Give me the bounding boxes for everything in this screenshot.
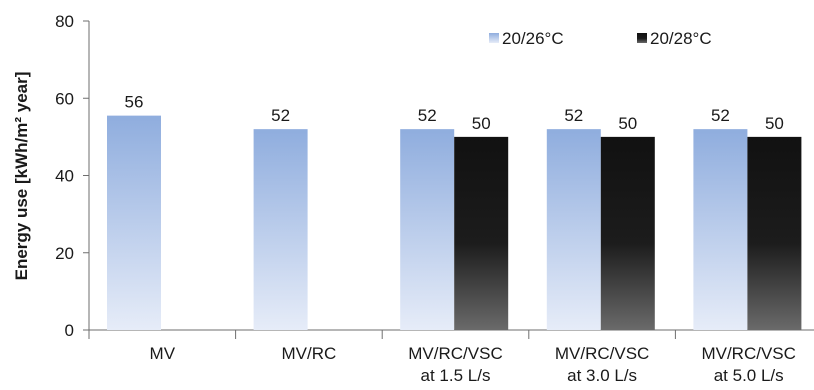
bar-series2-4 xyxy=(600,136,655,330)
bar-series1-2 xyxy=(253,129,308,330)
bar-series2-3 xyxy=(454,136,509,330)
y-tick-label: 40 xyxy=(55,167,74,186)
y-tick-label: 20 xyxy=(55,244,74,263)
data-label: 50 xyxy=(765,114,784,133)
bar-series1-3 xyxy=(400,129,455,330)
legend: 20/26°C 20/28°C xyxy=(489,29,712,48)
data-label: 52 xyxy=(711,106,730,125)
x-tick-label: MV/RC xyxy=(282,344,337,363)
legend-label: 20/28°C xyxy=(650,29,712,48)
data-label: 56 xyxy=(125,93,144,112)
y-tick-label: 60 xyxy=(55,89,74,108)
x-axis xyxy=(88,329,814,339)
category-labels: MV MV/RC MV/RC/VSC at 1.5 L/s MV/RC/VSC at 3.… xyxy=(150,344,796,385)
legend-swatch xyxy=(637,33,647,43)
bar-series1-1 xyxy=(107,115,161,330)
data-label: 52 xyxy=(564,106,583,125)
x-tick-label: MV/RC/VSC xyxy=(408,344,502,363)
data-label: 50 xyxy=(472,114,491,133)
x-tick-label: at 3.0 L/s xyxy=(567,366,637,385)
y-axis: 0 20 40 60 80 xyxy=(55,12,90,340)
legend-label: 20/26°C xyxy=(502,29,564,48)
bar-series1-4 xyxy=(546,129,601,330)
y-axis-label: Energy use [kWh/m² year] xyxy=(12,72,31,281)
data-label: 50 xyxy=(618,114,637,133)
y-tick-label: 80 xyxy=(55,12,74,31)
bar-series2-5 xyxy=(747,136,802,330)
bars xyxy=(107,115,802,330)
x-tick-label: MV/RC/VSC xyxy=(701,344,795,363)
x-tick-label: MV/RC/VSC xyxy=(555,344,649,363)
y-tick-label: 0 xyxy=(65,321,74,340)
x-tick-label: MV xyxy=(150,344,176,363)
data-label: 52 xyxy=(418,106,437,125)
bar-series1-5 xyxy=(693,129,748,330)
data-labels: 56 52 52 52 52 50 50 50 xyxy=(125,93,784,133)
legend-swatch xyxy=(489,33,499,43)
x-tick-label: at 5.0 L/s xyxy=(714,366,784,385)
x-tick-label: at 1.5 L/s xyxy=(421,366,491,385)
data-label: 52 xyxy=(271,106,290,125)
